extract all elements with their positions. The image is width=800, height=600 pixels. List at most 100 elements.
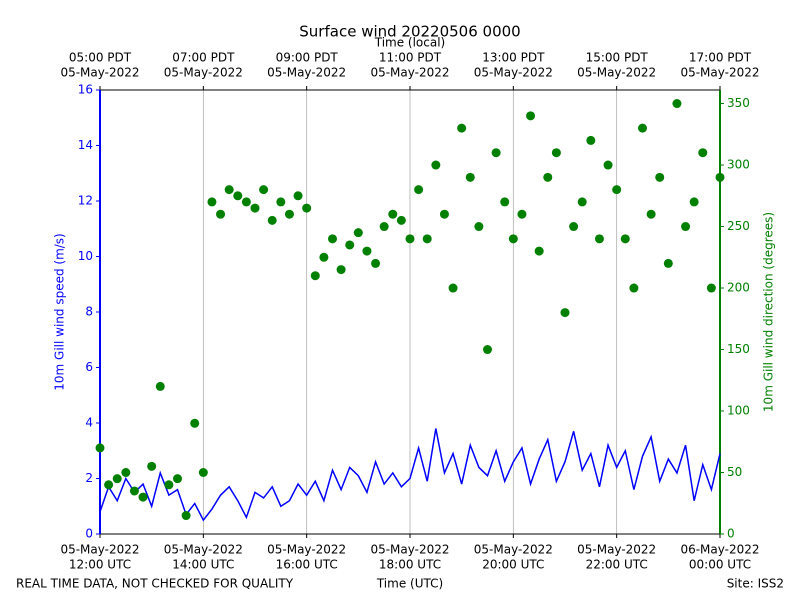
direction-point [534,246,544,256]
x-tick-label: 20:00 UTC [482,558,544,572]
direction-point [698,148,708,158]
direction-point [465,172,475,182]
direction-point [293,191,303,201]
y-tick-label: 14 [78,138,93,152]
direction-point [655,172,665,182]
y2-axis-label: 10m Gill wind direction (degrees) [762,212,776,412]
direction-point [483,345,492,355]
direction-point [104,480,114,490]
x2-tick-label: 09:00 PDT [276,51,339,65]
x-tick-label: 18:00 UTC [379,558,441,572]
y2-tick-label: 300 [727,158,750,172]
direction-point [284,209,294,219]
annotation: Site: ISS2 [727,577,784,591]
direction-point [345,240,355,250]
y2-tick-label: 350 [727,96,750,110]
y2-tick-label: 250 [727,219,750,233]
direction-point [638,123,647,133]
direction-point [491,148,501,158]
x-tick-label: 06-May-2022 [680,543,759,557]
direction-point [577,197,587,207]
y-tick-label: 12 [78,194,93,208]
y-tick-label: 16 [78,83,93,97]
direction-point [388,209,398,219]
y-tick-label: 10 [78,249,93,263]
direction-point [543,172,553,182]
x2-tick-label: 05-May-2022 [680,66,759,80]
direction-point [121,468,131,478]
direction-point [706,283,716,293]
x-tick-label: 22:00 UTC [586,558,648,572]
direction-point [336,265,346,275]
direction-point [362,246,372,256]
direction-point [198,468,208,478]
direction-point [319,252,329,262]
y2-tick-label: 50 [727,465,742,479]
direction-point [207,197,217,207]
direction-point [164,480,174,490]
direction-point [422,234,432,244]
direction-point [448,283,458,293]
x-axis-label: Time (UTC) [376,577,443,591]
x-tick-label: 05-May-2022 [370,543,449,557]
y2-tick-label: 0 [727,527,735,541]
direction-point [112,474,122,484]
x-tick-label: 16:00 UTC [276,558,338,572]
y2-tick-label: 150 [727,342,750,356]
direction-point [629,283,639,293]
direction-point [129,486,139,496]
direction-point [250,203,260,213]
x2-tick-label: 05-May-2022 [164,66,243,80]
direction-point [689,197,699,207]
y-tick-label: 6 [85,360,93,374]
direction-point [353,228,363,238]
direction-point [379,222,389,232]
x-tick-label: 05-May-2022 [267,543,346,557]
x-tick-label: 05-May-2022 [577,543,656,557]
x2-tick-label: 15:00 PDT [586,51,649,65]
direction-point [216,209,226,219]
x2-tick-label: 05-May-2022 [370,66,449,80]
y2-tick-label: 100 [727,404,750,418]
direction-point [646,209,656,219]
direction-point [457,123,467,133]
direction-point [276,197,286,207]
direction-point [569,222,579,232]
direction-point [474,222,484,232]
direction-point [681,222,691,232]
y-tick-label: 2 [85,471,93,485]
y-tick-label: 8 [85,305,93,319]
direction-point [603,160,613,170]
direction-point [267,215,277,225]
x-tick-label: 05-May-2022 [474,543,553,557]
direction-point [672,99,682,109]
x2-tick-label: 13:00 PDT [482,51,545,65]
direction-point [663,258,673,268]
direction-point [405,234,415,244]
x2-tick-label: 07:00 PDT [172,51,235,65]
speed-line [99,428,721,522]
x2-tick-label: 17:00 PDT [689,51,752,65]
x-tick-label: 05-May-2022 [164,543,243,557]
direction-point [439,209,449,219]
x2-tick-label: 05-May-2022 [267,66,346,80]
y-tick-label: 4 [85,416,93,430]
direction-point [147,461,157,471]
direction-point [224,185,234,195]
x2-tick-label: 05-May-2022 [577,66,656,80]
x2-tick-label: 05:00 PDT [69,51,132,65]
direction-point [612,185,622,195]
direction-point [500,197,510,207]
direction-point [594,234,604,244]
direction-point [371,258,381,268]
direction-point [526,111,536,121]
direction-point [620,234,630,244]
direction-point [715,172,725,182]
x2-tick-label: 11:00 PDT [379,51,442,65]
direction-point [302,203,312,213]
x2-tick-label: 05-May-2022 [60,66,139,80]
direction-point [396,215,406,225]
direction-point [259,185,269,195]
x-tick-label: 14:00 UTC [172,558,234,572]
